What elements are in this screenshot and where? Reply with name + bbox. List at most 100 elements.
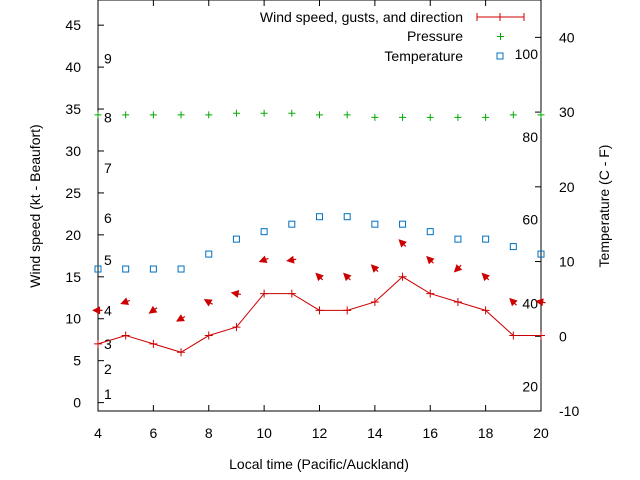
x-tick-label: 6 [149,425,157,441]
wind-speed-point [287,289,296,298]
wind-speed-point [232,323,241,332]
wind-speed-line [97,276,541,353]
legend-key-temperature [496,52,504,60]
temperature-point [232,235,240,243]
y2-tick-label: 20 [559,179,575,195]
wind-speed-point [509,331,518,340]
wind-direction-arrow [148,305,158,314]
pressure-point [371,113,379,121]
legend-label-wind: Wind speed, gusts, and direction [260,9,463,25]
beaufort-label: 4 [104,302,112,318]
x-tick-label: 16 [422,425,438,441]
wind-direction-arrow [315,272,324,282]
beaufort-label: 1 [104,386,112,402]
wind-speed-point [121,331,130,340]
wind-speed-point [315,306,324,315]
temperature-point [343,213,351,221]
y-tick-label: 10 [65,311,81,327]
wind-speed-point [343,306,352,315]
wind-direction-arrow [370,264,380,273]
wind-speed-point [94,339,102,348]
wind-direction-arrow [230,290,241,298]
y-tick-label: 40 [65,59,81,75]
pressure-point [122,111,130,119]
temperature-point [94,265,102,273]
wind-speed-point [426,289,435,298]
legend-key-wind-ticks [476,13,525,21]
pressure-point [343,111,351,119]
wind-direction-arrow [398,239,407,248]
y-tick-label: 45 [65,17,81,33]
legend-label-pressure: Pressure [407,28,463,44]
x-tick-label: 14 [367,425,383,441]
pressure-point [454,113,462,121]
wind-direction-arrow [286,255,297,264]
wind-direction-arrow [258,255,269,264]
y-tick-label: 25 [65,185,81,201]
wind-speed-point [149,339,158,348]
wind-speed-point [398,272,407,281]
wind-direction-arrow [343,272,352,282]
fahrenheit-label: 20 [522,378,538,394]
x-tick-label: 12 [312,425,328,441]
y-tick-label: 35 [65,101,81,117]
wind-speed-point [370,297,379,306]
y-tick-label: 15 [65,269,81,285]
temperature-point [371,220,379,228]
temperature-point [122,265,130,273]
temperature-point [509,243,517,251]
wind-speed-point [453,297,462,306]
wind-direction-arrow [176,314,186,322]
wind-speed-point [260,289,269,298]
y2-tick-label: 10 [559,254,575,270]
temperature-point [149,265,157,273]
y2-tick-label: 40 [559,29,575,45]
beaufort-label: 9 [104,51,112,67]
pressure-point [537,111,545,119]
beaufort-label: 2 [104,361,112,377]
x-tick-label: 8 [205,425,213,441]
wind-speed-point [481,306,490,315]
wind-direction-arrow [426,255,435,265]
wind-direction-arrow [509,297,518,307]
wind-speed-point [204,331,213,340]
beaufort-label: 3 [104,336,112,352]
y-tick-label: 5 [73,353,81,369]
wind-speed-point [537,331,545,340]
wind-direction-arrow [535,298,546,307]
pressure-point [260,109,268,117]
y-tick-label: 20 [65,227,81,243]
beaufort-label: 5 [104,252,112,268]
wind-direction-arrow [481,272,490,282]
pressure-point [509,111,517,119]
pressure-point [177,111,185,119]
axes: 4 6 8 10 12 14 16 18 20051015202530354045-100102… [65,0,579,441]
wind-speed-point [177,348,186,357]
temperature-point [426,228,434,236]
pressure-point [205,111,213,119]
fahrenheit-label: 100 [515,46,539,62]
legend-key-pressure [497,33,504,40]
y2-tick-label: 30 [559,104,575,120]
beaufort-label: 6 [104,210,112,226]
y-axis-title: Wind speed (kt - Beaufort) [27,124,43,287]
fahrenheit-label: 80 [522,129,538,145]
wind-direction-arrow [453,264,463,273]
pressure-point [316,111,323,119]
x-tick-label: 18 [478,425,494,441]
fahrenheit-label: 40 [522,295,538,311]
x-tick-label: 4 [94,425,102,441]
temperature-point [399,220,407,228]
temperature-point [288,220,296,228]
pressure-point [399,113,407,121]
temperature-point [205,250,213,258]
fahrenheit-label: 60 [522,212,538,228]
temperature-point [177,265,185,273]
legend: Wind speed, gusts, and direction Pressur… [260,9,525,64]
temperature-point [537,250,545,258]
pressure-point [288,109,296,117]
wind-direction-arrow [120,297,131,305]
series [92,109,546,357]
y-tick-label: 30 [65,143,81,159]
